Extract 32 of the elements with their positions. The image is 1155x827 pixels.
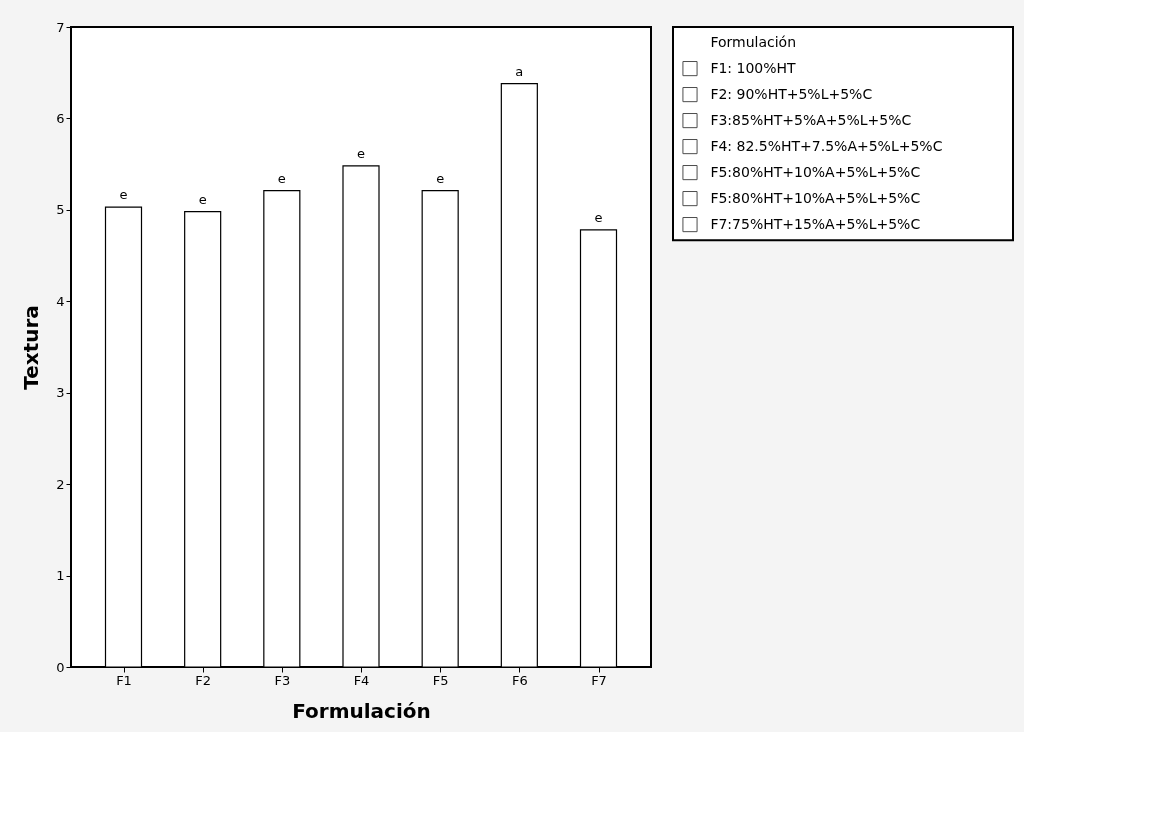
y-tick-label: 4 xyxy=(56,293,65,309)
legend-label: F4: 82.5%HT+7.5%A+5%L+5%C xyxy=(710,137,943,154)
text: e xyxy=(436,170,445,186)
y-tick-label: 6 xyxy=(56,110,65,126)
text: a xyxy=(515,63,524,79)
y-tick-label: 7 xyxy=(56,19,65,35)
text: e xyxy=(594,209,603,225)
text: e xyxy=(119,187,128,203)
legend-label: F1: 100%HT xyxy=(710,59,797,76)
legend-label: F2: 90%HT+5%L+5%C xyxy=(710,85,873,102)
y-tick-label: 5 xyxy=(56,202,65,218)
x-tick-label: F7 xyxy=(591,672,607,688)
x-tick-label: F4 xyxy=(353,672,370,688)
x-tick-label: F6 xyxy=(511,672,528,688)
legend-label: F5:80%HT+10%A+5%L+5%C xyxy=(710,189,921,206)
legend-label: F5:80%HT+10%A+5%L+5%C xyxy=(710,163,921,180)
x-tick-label: F1 xyxy=(116,672,132,688)
text: e xyxy=(277,170,286,186)
legend-label: F7:75%HT+15%A+5%L+5%C xyxy=(710,215,921,232)
y-axis-title: Textura xyxy=(19,305,44,390)
x-tick-label: F2 xyxy=(195,672,212,688)
legend-title: Formulación xyxy=(710,33,797,50)
x-tick-label: F3 xyxy=(274,672,291,688)
y-tick-label: 3 xyxy=(56,385,65,401)
legend-label: F3:85%HT+5%A+5%L+5%C xyxy=(710,111,912,128)
x-axis-title: Formulación xyxy=(292,698,431,723)
y-tick-label: 0 xyxy=(56,659,65,675)
text: e xyxy=(198,191,207,207)
y-tick-label: 1 xyxy=(56,568,65,584)
text: e xyxy=(357,145,365,161)
x-tick-label: F5 xyxy=(432,672,449,688)
y-tick-label: 2 xyxy=(56,476,65,492)
